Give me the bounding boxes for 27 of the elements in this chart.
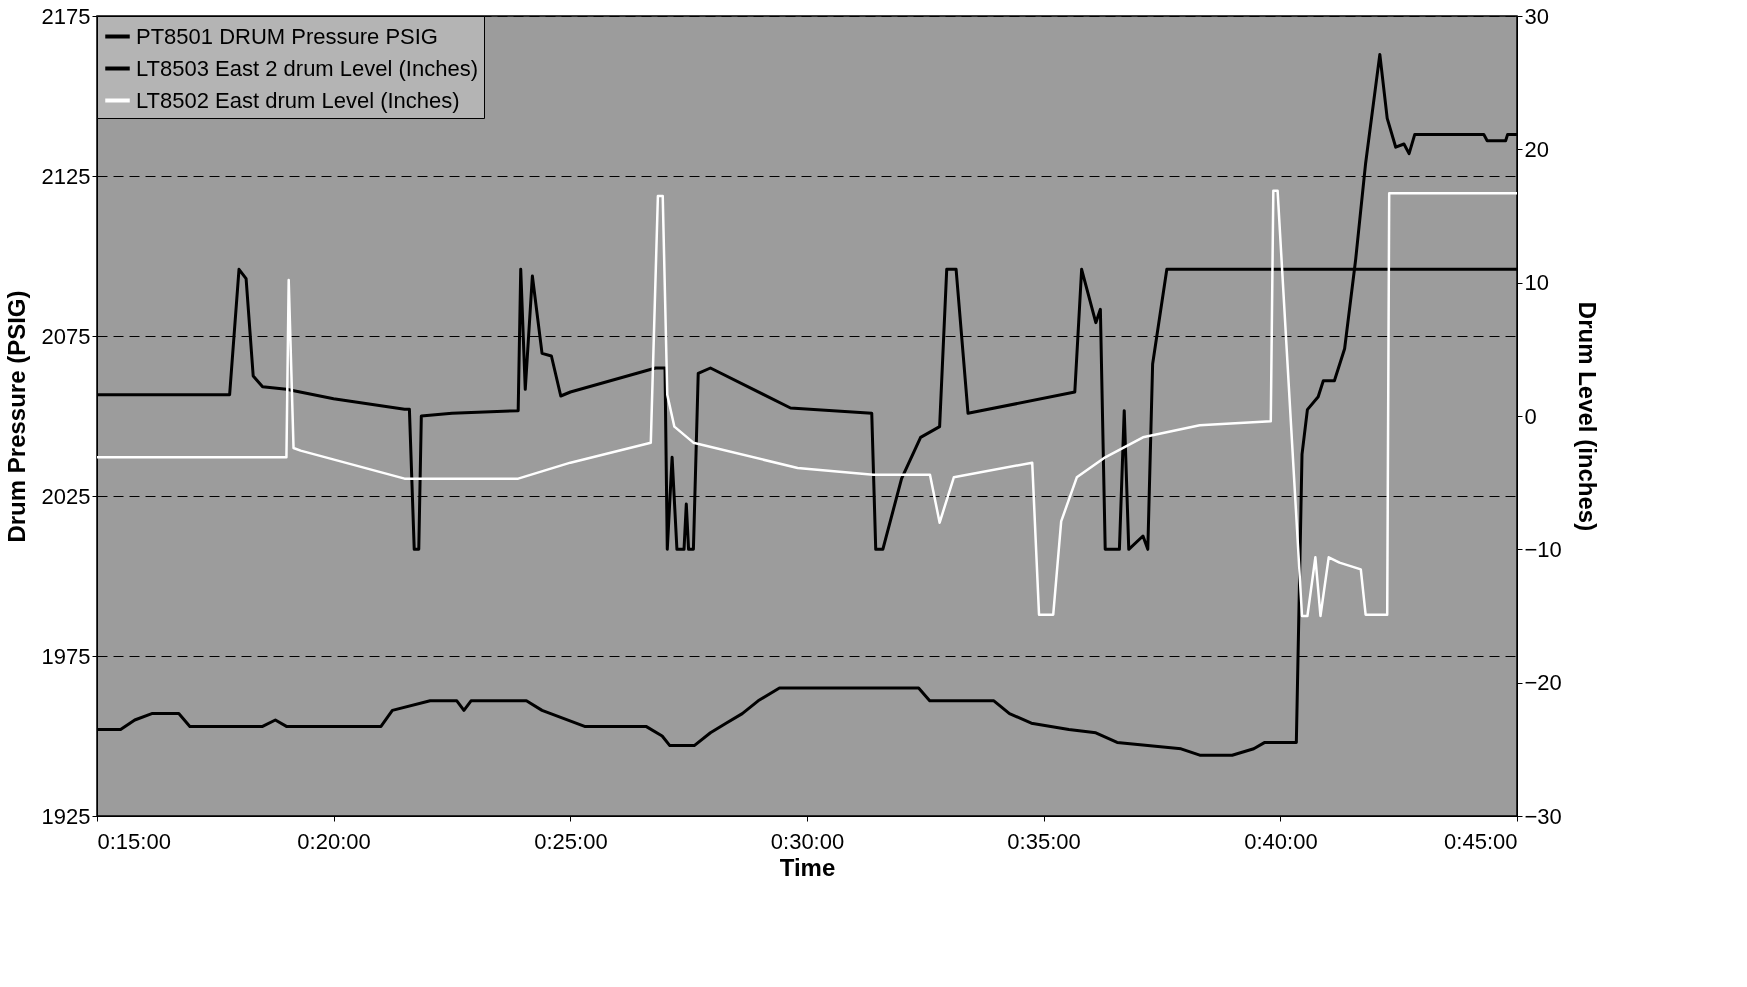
legend-label: LT8502 East drum Level (Inches) [136,87,460,113]
y-tick-label: 2125 [41,163,91,189]
x-axis-title: Time [779,853,836,881]
x-tick-label: 0:35:00 [1007,828,1081,854]
y2-tick-label: −20 [1524,670,1562,696]
y-axis-title: Drum Pressure (PSIG) [2,290,30,543]
y-tick-label: 1925 [41,803,91,829]
legend-label: LT8503 East 2 drum Level (Inches) [136,55,478,81]
y2-tick-label: 30 [1524,3,1549,29]
line-series [97,189,1517,618]
y-tick-label: 2175 [41,3,91,29]
y2-tick-label: 20 [1524,136,1549,162]
x-tick-label: 0:45:00 [1444,828,1518,854]
x-tick-label: 0:20:00 [297,828,371,854]
y2-tick-label: −10 [1524,536,1562,562]
y2-tick-label: 0 [1524,403,1537,429]
x-tick-label: 0:15:00 [97,828,171,854]
y-tick-label: 2075 [41,323,91,349]
y-tick-label: 2025 [41,483,91,509]
x-tick-label: 0:30:00 [770,828,845,854]
y2-tick-label: 10 [1524,270,1549,296]
x-tick-label: 0:25:00 [534,828,608,854]
y-tick-label: 1975 [41,643,91,669]
y2-axis-title: Drum Level (inches) [1573,301,1601,532]
y2-tick-label: −30 [1524,803,1562,829]
x-tick-label: 0:40:00 [1244,828,1318,854]
legend-label: PT8501 DRUM Pressure PSIG [136,23,438,49]
